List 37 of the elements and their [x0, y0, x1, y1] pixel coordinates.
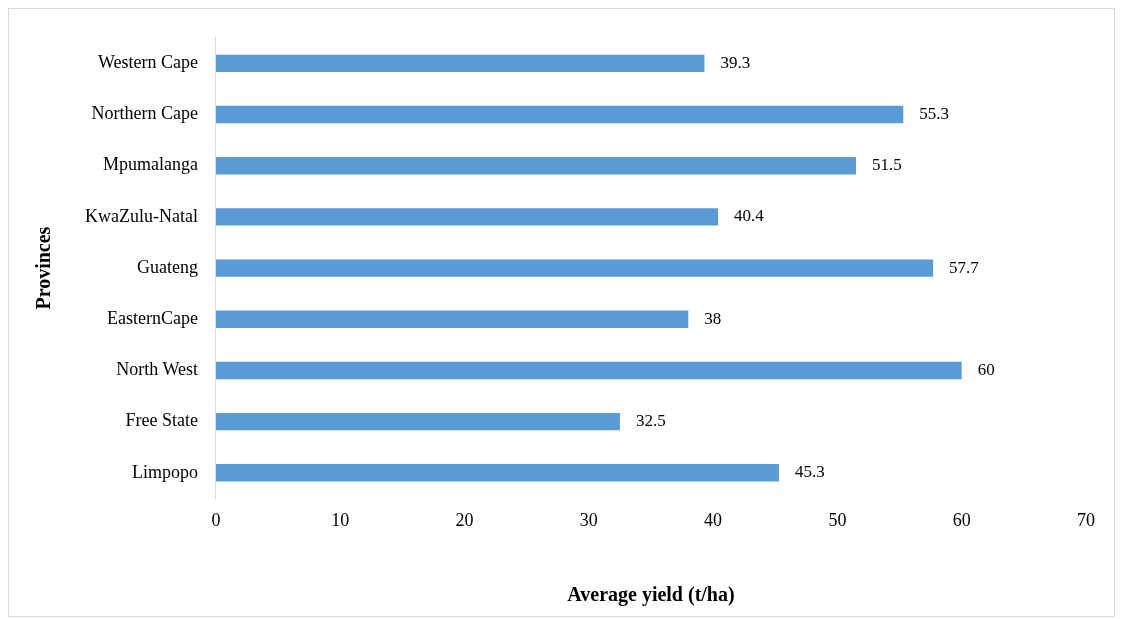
y-tick-label: Free State: [125, 410, 198, 431]
bar: [215, 361, 962, 380]
data-label: 60: [977, 359, 995, 379]
bar: [215, 464, 779, 482]
x-tick-label: 10: [331, 509, 350, 530]
bar: [215, 412, 620, 431]
y-tick-label: Northern Cape: [91, 103, 198, 124]
y-tick-label: KwaZulu-Natal: [84, 205, 198, 226]
y-tick-label: North West: [116, 359, 198, 380]
x-tick-label: 0: [211, 509, 221, 530]
data-label: 51.5: [872, 155, 902, 175]
x-tick-label: 30: [579, 509, 598, 530]
x-tick-label: 70: [1077, 509, 1095, 530]
x-tick-label: 20: [455, 509, 474, 530]
x-tick-label: 40: [704, 509, 723, 530]
bar: [215, 157, 857, 175]
data-label: 45.3: [795, 462, 825, 482]
data-label: 39.3: [720, 52, 751, 72]
data-label: 38: [704, 308, 722, 328]
data-label: 57.7: [949, 257, 980, 277]
x-axis-title: Average yield (t/ha): [567, 583, 735, 607]
y-tick-label: Limpopo: [131, 461, 198, 482]
bar: [215, 105, 904, 124]
y-tick-label: Western Cape: [97, 52, 198, 73]
y-tick-label: Mpumalanga: [102, 154, 198, 175]
y-tick-label: Guateng: [136, 256, 198, 277]
bar: [215, 310, 689, 328]
bar: [215, 54, 705, 73]
x-tick-label: 60: [952, 509, 971, 530]
y-axis-title: Provinces: [32, 226, 55, 310]
bar: [215, 259, 934, 277]
x-tick-label: 50: [828, 509, 847, 530]
data-label: 55.3: [919, 104, 950, 124]
bar: [215, 208, 719, 226]
data-label: 40.4: [734, 206, 765, 226]
data-label: 32.5: [635, 411, 666, 431]
y-tick-label: EasternCape: [106, 308, 198, 329]
